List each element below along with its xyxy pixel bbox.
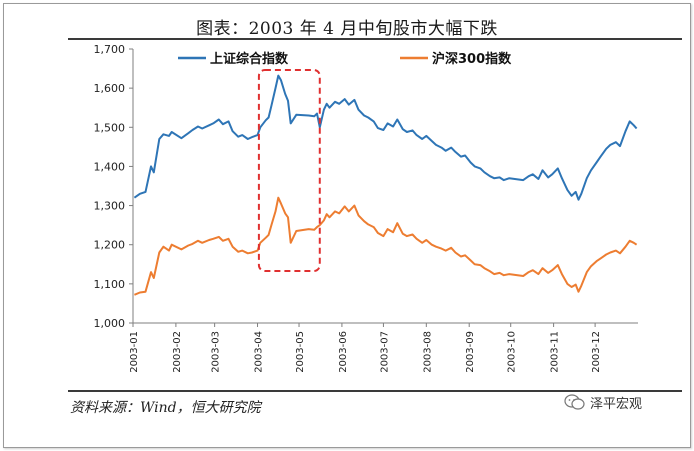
series-line-csi300 bbox=[134, 196, 638, 296]
y-tick-label: 1,700 bbox=[94, 43, 126, 56]
top-rule bbox=[68, 38, 682, 40]
legend-label-csi300: 沪深300指数 bbox=[432, 51, 512, 67]
y-tick-label: 1,400 bbox=[94, 160, 126, 173]
legend-label-sse-composite: 上证综合指数 bbox=[210, 51, 289, 67]
x-tick-label: 2003-06 bbox=[338, 331, 349, 373]
x-tick-label: 2003-02 bbox=[172, 331, 183, 373]
y-tick-label: 1,000 bbox=[94, 317, 126, 330]
x-tick-label: 2003-09 bbox=[465, 331, 476, 373]
x-tick-label: 2003-04 bbox=[254, 331, 265, 373]
y-tick-label: 1,500 bbox=[94, 121, 126, 134]
chart-frame: 图表：2003 年 4 月中旬股市大幅下跌 1,000 1,100 1,200 1,3… bbox=[3, 3, 691, 448]
x-tick-label: 2003-08 bbox=[422, 331, 433, 373]
wechat-icon bbox=[564, 394, 585, 410]
x-tick-label: 2003-01 bbox=[129, 331, 140, 373]
bottom-rule bbox=[68, 390, 682, 392]
y-tick-label: 1,300 bbox=[94, 200, 126, 213]
x-tick-label: 2003-12 bbox=[591, 331, 602, 373]
x-tick-label: 2003-05 bbox=[295, 331, 306, 373]
y-tick-label: 1,600 bbox=[94, 82, 126, 95]
series-line-sse-composite bbox=[133, 74, 638, 201]
source-note: 资料来源：Wind，恒大研究院 bbox=[70, 400, 261, 416]
y-tick-label: 1,200 bbox=[94, 239, 126, 252]
watermark-logo: 泽平宏观 bbox=[564, 390, 684, 414]
chart-title: 图表：2003 年 4 月中旬股市大幅下跌 bbox=[196, 19, 498, 39]
x-tick-label: 2003-10 bbox=[507, 331, 518, 373]
y-tick-label: 1,100 bbox=[94, 278, 126, 291]
highlight-box bbox=[257, 69, 321, 272]
chart-svg: 1,000 1,100 1,200 1,300 1,400 1,500 1,600 1,700… bbox=[94, 43, 638, 373]
x-tick-label: 2003-07 bbox=[379, 331, 390, 373]
watermark-text: 泽平宏观 bbox=[590, 396, 643, 412]
x-tick-label: 2003-11 bbox=[550, 331, 561, 373]
x-tick-label: 2003-03 bbox=[211, 331, 222, 373]
